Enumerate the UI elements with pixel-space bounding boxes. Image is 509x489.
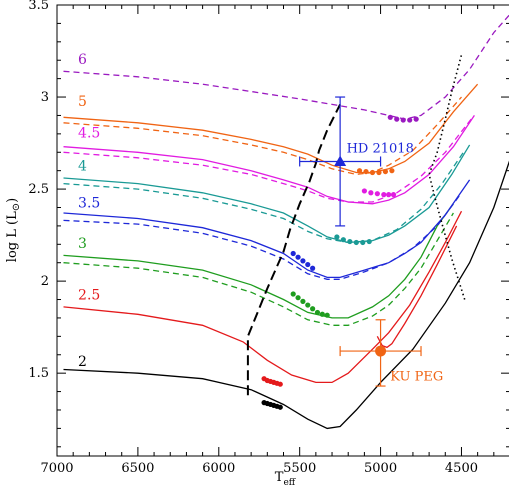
track-point bbox=[394, 116, 400, 122]
track-4.5-msun: 4.5 bbox=[63, 115, 475, 205]
x-axis-title-subscript: eff bbox=[283, 478, 295, 488]
track-point bbox=[300, 298, 306, 304]
y-tick-label: 3 bbox=[41, 90, 49, 105]
x-tick-label: 6000 bbox=[202, 461, 235, 476]
track-point bbox=[366, 238, 372, 245]
x-tick-label: 4500 bbox=[445, 461, 478, 476]
track-point bbox=[319, 311, 325, 317]
track-point bbox=[361, 188, 367, 194]
track-point bbox=[390, 192, 397, 198]
track-dashed-line bbox=[63, 192, 463, 280]
track-2.5-msun: 2.5 bbox=[63, 210, 463, 387]
track-dashed-line bbox=[63, 96, 462, 176]
track-point bbox=[356, 168, 363, 174]
y-tick-label: 2 bbox=[41, 274, 49, 289]
mass-label: 6 bbox=[78, 52, 87, 68]
track-4-msun: 4 bbox=[63, 144, 471, 246]
track-point bbox=[400, 117, 406, 123]
boundary-lines bbox=[246, 54, 466, 396]
star-label: KU PEG bbox=[390, 370, 443, 385]
track-branch-line bbox=[376, 225, 458, 349]
track-point bbox=[353, 239, 359, 246]
track-point bbox=[290, 250, 296, 257]
track-point bbox=[413, 116, 419, 122]
axis-tick-labels: 7000 6500 6000 5500 5000 4500 1.5 2 2.5 3 3.5 bbox=[28, 0, 478, 476]
axis-ticks bbox=[56, 4, 509, 456]
track-point bbox=[290, 291, 296, 297]
track-point bbox=[295, 254, 301, 260]
track-point bbox=[347, 238, 353, 245]
track-solid-line bbox=[63, 210, 463, 384]
x-tick-label: 5000 bbox=[364, 461, 397, 476]
boundary-dotted-line bbox=[428, 54, 466, 300]
track-dashed-line bbox=[63, 14, 509, 120]
mass-label: 3 bbox=[78, 236, 87, 252]
mass-label: 4 bbox=[78, 159, 87, 175]
star-label: HD 21018 bbox=[347, 141, 414, 156]
star-marker-circle bbox=[375, 345, 387, 357]
track-point bbox=[324, 312, 330, 318]
x-tick-label: 6500 bbox=[121, 461, 154, 476]
star-marker-triangle bbox=[334, 155, 347, 166]
mass-label: 2.5 bbox=[78, 288, 100, 304]
sun-symbol: ⊙ bbox=[11, 203, 22, 211]
x-tick-label: 7000 bbox=[40, 461, 73, 476]
track-point bbox=[386, 192, 392, 198]
track-point bbox=[305, 302, 311, 308]
track-point bbox=[381, 192, 387, 198]
track-point bbox=[387, 114, 393, 120]
x-tick-label: 5500 bbox=[283, 461, 316, 476]
plot-frame bbox=[56, 4, 509, 457]
track-point bbox=[407, 117, 413, 123]
track-6-msun: 6 bbox=[63, 14, 509, 123]
track-point bbox=[314, 309, 321, 316]
y-tick-label: 2.5 bbox=[28, 182, 49, 197]
track-3.5-msun: 3.5 bbox=[63, 179, 471, 280]
track-3-msun: 3 bbox=[63, 203, 454, 326]
x-axis-title: Teff bbox=[275, 470, 296, 488]
track-point bbox=[363, 168, 369, 175]
mass-label: 2 bbox=[78, 354, 87, 370]
track-point bbox=[376, 169, 382, 176]
track-5-msun: 5 bbox=[63, 83, 479, 176]
track-solid-line bbox=[63, 83, 479, 174]
track-point bbox=[382, 168, 389, 175]
evolutionary-tracks: 2 2.5 3 3.5 4 4.5 5 6 bbox=[63, 14, 509, 430]
star-ku-peg: KU PEG bbox=[339, 319, 443, 387]
track-point bbox=[295, 295, 301, 301]
mass-label: 3.5 bbox=[78, 195, 100, 211]
track-dashed-line bbox=[63, 212, 454, 326]
track-solid-line bbox=[63, 203, 454, 319]
track-point bbox=[277, 381, 283, 387]
track-point bbox=[360, 239, 366, 246]
track-point bbox=[305, 261, 311, 268]
track-point bbox=[389, 168, 395, 174]
track-dashed-line bbox=[63, 150, 466, 244]
boundary-dashed-line bbox=[246, 103, 341, 396]
star-hd-21018: HD 21018 bbox=[299, 96, 414, 227]
track-point bbox=[340, 237, 346, 243]
track-solid-line bbox=[63, 160, 509, 430]
track-point bbox=[368, 190, 374, 196]
track-point bbox=[369, 169, 376, 176]
mass-label: 4.5 bbox=[78, 126, 100, 142]
track-solid-line bbox=[63, 179, 471, 279]
track-solid-line bbox=[63, 144, 471, 244]
y-tick-label: 1.5 bbox=[28, 366, 49, 381]
track-2-msun: 2 bbox=[63, 160, 509, 430]
track-point bbox=[334, 234, 340, 240]
stars: HD 21018 KU PEG bbox=[299, 96, 443, 387]
mass-label: 5 bbox=[78, 94, 87, 110]
track-point bbox=[277, 404, 283, 410]
track-point bbox=[310, 306, 316, 312]
track-point bbox=[310, 265, 316, 271]
track-solid-line bbox=[63, 115, 475, 205]
y-tick-label: 3.5 bbox=[28, 0, 49, 13]
y-axis-title: log L (L⊙) bbox=[5, 198, 22, 262]
track-point bbox=[300, 258, 306, 264]
track-point bbox=[374, 191, 380, 197]
